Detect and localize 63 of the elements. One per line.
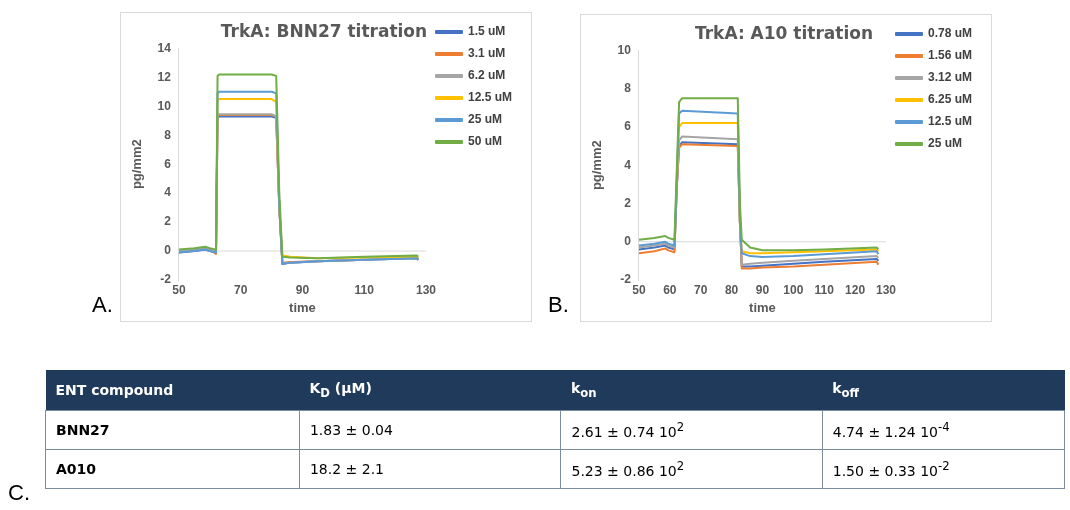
x-tick-label: 50 xyxy=(632,282,646,297)
legend-label: 1.5 uM xyxy=(467,24,506,39)
x-tick-label: 120 xyxy=(845,282,866,297)
y-tick-label: -2 xyxy=(160,272,172,287)
text: ENT compound xyxy=(45,370,300,411)
y-tick-label: 0 xyxy=(624,234,632,249)
x-tick-label: 80 xyxy=(724,282,739,297)
chart-title: TrkA: BNN27 titration xyxy=(220,20,428,41)
legend-label: 12.5 uM xyxy=(467,90,512,105)
y-tick-label: 6 xyxy=(164,156,172,171)
y-tick-label: 12 xyxy=(157,69,172,84)
legend-label: 3.1 uM xyxy=(467,46,506,61)
y-tick-label: 8 xyxy=(164,127,172,142)
y-tick-label: 4 xyxy=(164,185,172,200)
y-axis-title: pg/mm2 xyxy=(589,140,605,191)
legend-label: 6.25 uM xyxy=(927,92,972,107)
legend-label: 3.12 uM xyxy=(927,70,972,85)
y-tick-label: 6 xyxy=(624,119,632,134)
x-axis-title: time xyxy=(289,299,316,315)
x-tick-label: 70 xyxy=(694,282,708,297)
text: BNN27 xyxy=(45,410,300,450)
x-tick-label: 90 xyxy=(755,282,770,297)
x-tick-label: 130 xyxy=(875,282,897,297)
y-tick-label: 2 xyxy=(624,195,632,210)
x-tick-label: 50 xyxy=(172,282,186,297)
x-tick-label: 60 xyxy=(663,282,677,297)
text: B. xyxy=(548,292,569,318)
legend-label: 12.5 uM xyxy=(927,114,972,129)
x-tick-label: 110 xyxy=(814,282,835,297)
text: A. xyxy=(92,292,113,318)
legend-label: 0.78 uM xyxy=(927,26,972,41)
x-tick-label: 70 xyxy=(234,282,248,297)
text: A010 xyxy=(45,449,300,489)
text: k$_{off}$ xyxy=(822,370,1065,411)
y-tick-label: 14 xyxy=(157,40,172,55)
legend-label: 50 uM xyxy=(467,134,502,149)
y-tick-label: 10 xyxy=(617,42,632,57)
text: C. xyxy=(8,480,30,506)
y-tick-label: 2 xyxy=(164,214,172,229)
x-tick-label: 90 xyxy=(295,282,310,297)
chart-title: TrkA: A10 titration xyxy=(694,22,874,43)
text: 5.23 ± 0.86 10$^{2}$ xyxy=(560,449,823,489)
text: 1.50 ± 0.33 10$^{-2}$ xyxy=(822,449,1065,489)
legend-label: 25 uM xyxy=(927,136,962,151)
x-tick-label: 110 xyxy=(354,282,375,297)
text: 1.83 ± 0.04 xyxy=(299,410,561,450)
y-tick-label: 4 xyxy=(624,157,632,172)
y-tick-label: 10 xyxy=(157,98,172,113)
text: 18.2 ± 2.1 xyxy=(299,449,561,489)
legend-label: 6.2 uM xyxy=(467,68,506,83)
text: k$_{on}$ xyxy=(560,370,823,411)
y-tick-label: -2 xyxy=(620,272,632,287)
text: 4.74 ± 1.24 10$^{-4}$ xyxy=(822,410,1065,450)
y-axis-title: pg/mm2 xyxy=(129,139,145,190)
y-tick-label: 0 xyxy=(164,243,172,258)
y-tick-label: 8 xyxy=(624,80,632,95)
x-tick-label: 130 xyxy=(415,282,437,297)
x-tick-label: 100 xyxy=(783,282,804,297)
text: 2.61 ± 0.74 10$^{2}$ xyxy=(560,410,823,450)
x-axis-title: time xyxy=(749,299,776,315)
legend-label: 1.56 uM xyxy=(927,48,972,63)
text: K$_{D}$ (µM) xyxy=(299,370,561,411)
legend-label: 25 uM xyxy=(467,112,502,127)
